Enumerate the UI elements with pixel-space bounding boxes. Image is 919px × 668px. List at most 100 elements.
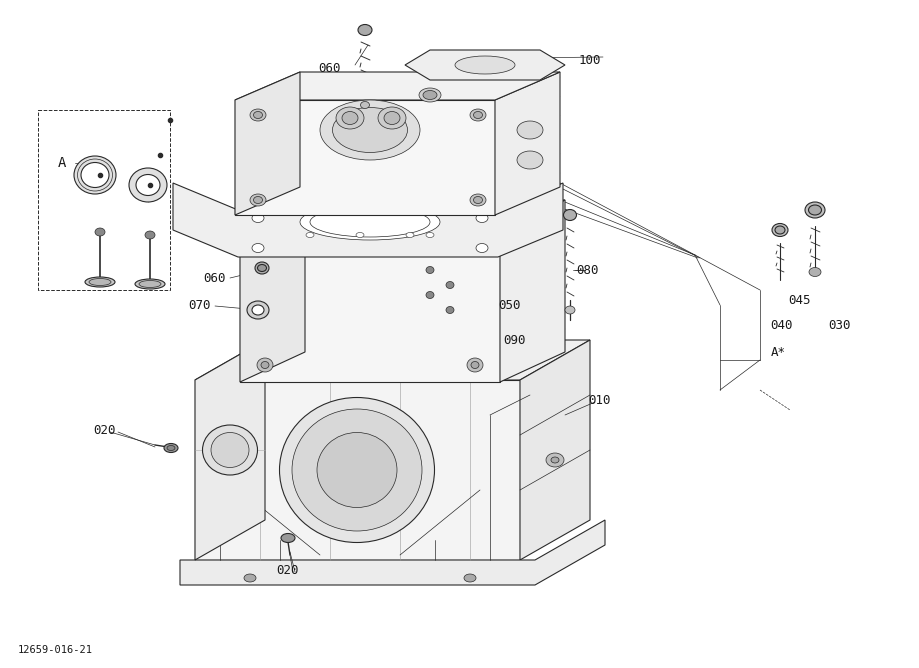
Ellipse shape bbox=[257, 265, 267, 271]
Ellipse shape bbox=[471, 361, 479, 369]
Text: 060: 060 bbox=[318, 61, 341, 75]
Ellipse shape bbox=[804, 202, 824, 218]
Ellipse shape bbox=[89, 279, 111, 285]
Ellipse shape bbox=[545, 453, 563, 467]
Ellipse shape bbox=[85, 277, 115, 287]
Text: 090: 090 bbox=[504, 333, 526, 347]
Ellipse shape bbox=[473, 112, 482, 118]
Ellipse shape bbox=[423, 90, 437, 100]
Ellipse shape bbox=[463, 574, 475, 582]
Ellipse shape bbox=[167, 446, 175, 450]
Ellipse shape bbox=[455, 56, 515, 74]
Ellipse shape bbox=[129, 168, 167, 202]
Polygon shape bbox=[404, 50, 564, 80]
Ellipse shape bbox=[256, 358, 273, 372]
Ellipse shape bbox=[255, 262, 268, 274]
Polygon shape bbox=[234, 72, 300, 215]
Ellipse shape bbox=[771, 224, 788, 236]
Ellipse shape bbox=[252, 244, 264, 253]
Polygon shape bbox=[234, 100, 494, 215]
Ellipse shape bbox=[446, 281, 453, 289]
Polygon shape bbox=[240, 200, 564, 230]
Ellipse shape bbox=[378, 107, 405, 129]
Ellipse shape bbox=[246, 301, 268, 319]
Ellipse shape bbox=[136, 174, 160, 196]
Polygon shape bbox=[195, 380, 519, 560]
Text: 070: 070 bbox=[188, 299, 211, 311]
Polygon shape bbox=[173, 183, 562, 257]
Ellipse shape bbox=[305, 186, 435, 214]
Text: A*: A* bbox=[770, 345, 785, 359]
Ellipse shape bbox=[383, 112, 400, 124]
Ellipse shape bbox=[81, 162, 108, 188]
Ellipse shape bbox=[473, 196, 482, 204]
Ellipse shape bbox=[405, 232, 414, 238]
Text: 080: 080 bbox=[576, 263, 598, 277]
Ellipse shape bbox=[516, 121, 542, 139]
Polygon shape bbox=[494, 72, 560, 215]
Ellipse shape bbox=[145, 231, 154, 239]
Text: 050: 050 bbox=[498, 299, 521, 311]
Polygon shape bbox=[240, 230, 499, 382]
Ellipse shape bbox=[467, 238, 482, 252]
Ellipse shape bbox=[470, 109, 485, 121]
Ellipse shape bbox=[564, 306, 574, 314]
Text: A: A bbox=[58, 156, 66, 170]
Polygon shape bbox=[234, 72, 560, 100]
Ellipse shape bbox=[261, 361, 268, 369]
Ellipse shape bbox=[279, 397, 434, 542]
Ellipse shape bbox=[254, 112, 262, 118]
Ellipse shape bbox=[467, 358, 482, 372]
Ellipse shape bbox=[342, 112, 357, 124]
Ellipse shape bbox=[252, 305, 264, 315]
Ellipse shape bbox=[261, 242, 268, 248]
Ellipse shape bbox=[291, 409, 422, 531]
Ellipse shape bbox=[470, 194, 485, 206]
Ellipse shape bbox=[425, 291, 434, 299]
Ellipse shape bbox=[774, 226, 784, 234]
Ellipse shape bbox=[323, 200, 417, 220]
Polygon shape bbox=[499, 200, 564, 382]
Text: 045: 045 bbox=[788, 293, 811, 307]
Ellipse shape bbox=[256, 238, 273, 252]
Ellipse shape bbox=[164, 444, 177, 452]
Text: 010: 010 bbox=[588, 393, 610, 407]
Ellipse shape bbox=[550, 457, 559, 463]
Ellipse shape bbox=[471, 242, 479, 248]
Text: 040: 040 bbox=[770, 319, 792, 331]
Ellipse shape bbox=[244, 574, 255, 582]
Ellipse shape bbox=[280, 534, 295, 542]
Ellipse shape bbox=[418, 88, 440, 102]
Ellipse shape bbox=[332, 108, 407, 152]
Ellipse shape bbox=[300, 204, 439, 240]
Ellipse shape bbox=[475, 244, 487, 253]
Ellipse shape bbox=[74, 156, 116, 194]
Ellipse shape bbox=[317, 432, 397, 508]
Ellipse shape bbox=[360, 102, 369, 108]
Text: 020: 020 bbox=[277, 564, 299, 576]
Ellipse shape bbox=[516, 151, 542, 169]
Text: 060: 060 bbox=[203, 271, 226, 285]
Ellipse shape bbox=[808, 205, 821, 215]
Ellipse shape bbox=[475, 214, 487, 222]
Ellipse shape bbox=[808, 267, 820, 277]
Ellipse shape bbox=[210, 432, 249, 468]
Ellipse shape bbox=[250, 109, 266, 121]
Ellipse shape bbox=[252, 214, 264, 222]
Ellipse shape bbox=[320, 190, 420, 210]
Polygon shape bbox=[519, 340, 589, 560]
Ellipse shape bbox=[320, 100, 420, 160]
Text: 12659-016-21: 12659-016-21 bbox=[18, 645, 93, 655]
Ellipse shape bbox=[202, 425, 257, 475]
Ellipse shape bbox=[335, 107, 364, 129]
Ellipse shape bbox=[356, 232, 364, 238]
Ellipse shape bbox=[357, 25, 371, 35]
Text: 100: 100 bbox=[578, 53, 601, 67]
Polygon shape bbox=[180, 520, 605, 585]
Ellipse shape bbox=[95, 228, 105, 236]
Polygon shape bbox=[195, 340, 265, 560]
Polygon shape bbox=[195, 340, 589, 380]
Ellipse shape bbox=[425, 232, 434, 238]
Ellipse shape bbox=[250, 194, 266, 206]
Ellipse shape bbox=[446, 307, 453, 313]
